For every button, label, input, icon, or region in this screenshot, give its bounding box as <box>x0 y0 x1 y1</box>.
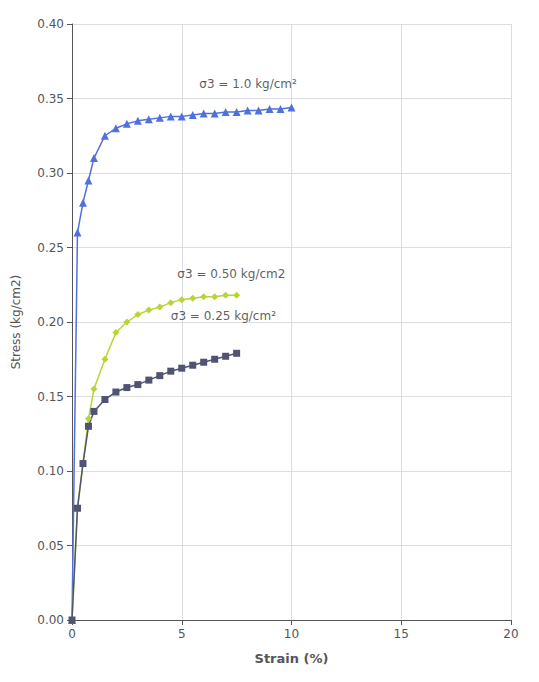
svg-text:σ3 = 0.50 kg/cm2: σ3 = 0.50 kg/cm2 <box>177 267 285 281</box>
svg-text:0.30: 0.30 <box>37 166 64 180</box>
svg-text:5: 5 <box>178 627 186 641</box>
svg-text:20: 20 <box>503 627 518 641</box>
svg-text:0.05: 0.05 <box>37 539 64 553</box>
svg-text:0.20: 0.20 <box>37 315 64 329</box>
svg-text:σ3 = 1.0 kg/cm²: σ3 = 1.0 kg/cm² <box>199 77 297 91</box>
svg-text:15: 15 <box>394 627 409 641</box>
svg-text:0.10: 0.10 <box>37 464 64 478</box>
svg-text:σ3 = 0.25 kg/cm²: σ3 = 0.25 kg/cm² <box>171 309 276 323</box>
svg-text:Stress (kg/cm2): Stress (kg/cm2) <box>9 275 23 370</box>
svg-text:10: 10 <box>284 627 299 641</box>
svg-text:0.40: 0.40 <box>37 17 64 31</box>
svg-text:0.25: 0.25 <box>37 241 64 255</box>
svg-text:0.00: 0.00 <box>37 613 64 627</box>
svg-text:0.35: 0.35 <box>37 92 64 106</box>
svg-text:Strain (%): Strain (%) <box>255 651 329 666</box>
svg-text:0.15: 0.15 <box>37 390 64 404</box>
svg-text:0: 0 <box>68 627 76 641</box>
